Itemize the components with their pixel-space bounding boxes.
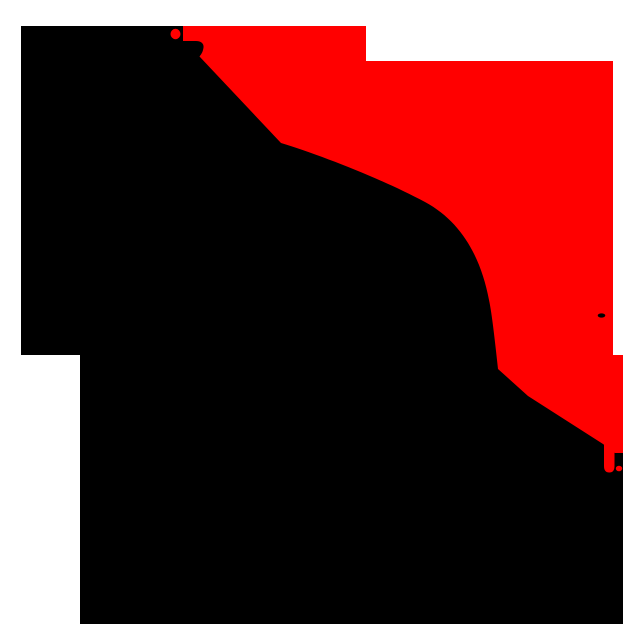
- red-dot-top-left-artifact: [170, 28, 181, 40]
- red-dot-bottom-right-artifact: [615, 465, 623, 472]
- black-region: [21, 26, 623, 624]
- red-finger-artifact: [604, 443, 615, 473]
- black-dash-artifact: [597, 313, 606, 318]
